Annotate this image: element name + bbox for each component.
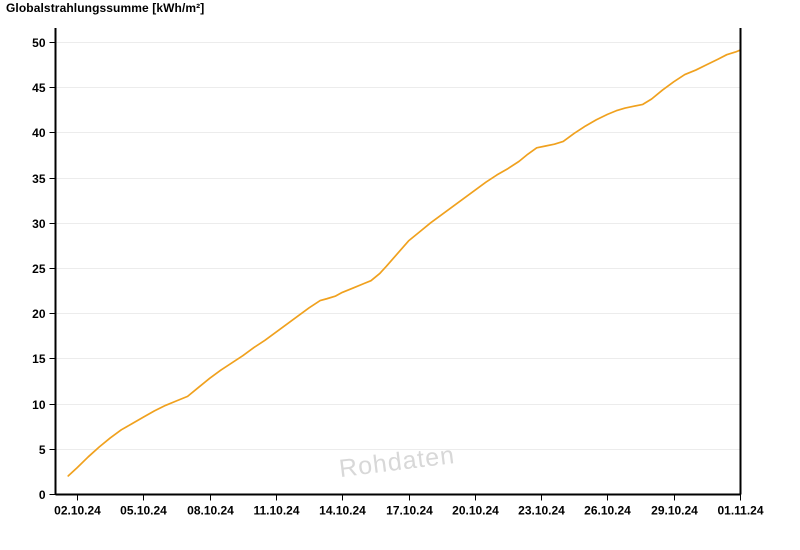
y-tick-label: 25 <box>32 262 46 276</box>
y-tick-label: 35 <box>32 172 46 186</box>
y-tick-label: 50 <box>32 36 46 50</box>
watermark-label: Rohdaten <box>338 441 457 483</box>
y-tick-label: 0 <box>39 488 46 502</box>
y-tick-label: 45 <box>32 81 46 95</box>
y-axis-ticks: 0 5 10 15 20 25 30 35 40 45 50 <box>32 36 56 502</box>
y-tick-label: 5 <box>39 443 46 457</box>
chart-title: Globalstrahlungssumme [kWh/m²] <box>6 1 205 15</box>
x-tick-label: 20.10.24 <box>452 504 499 518</box>
x-tick-label: 08.10.24 <box>187 504 234 518</box>
x-tick-label: 14.10.24 <box>319 504 366 518</box>
y-tick-label: 15 <box>32 352 46 366</box>
y-tick-label: 30 <box>32 217 46 231</box>
x-tick-label: 11.10.24 <box>253 504 299 518</box>
x-tick-label: 23.10.24 <box>518 504 565 518</box>
x-tick-label: 02.10.24 <box>54 504 101 518</box>
data-series <box>67 49 741 477</box>
gridlines <box>55 42 740 495</box>
watermark: Rohdaten <box>338 441 457 483</box>
y-tick-label: 10 <box>32 398 46 412</box>
y-tick-label: 40 <box>32 126 46 140</box>
x-tick-label: 17.10.24 <box>386 504 433 518</box>
x-tick-label: 01.11.24 <box>717 504 763 518</box>
axes <box>54 28 742 496</box>
y-tick-label: 20 <box>32 307 46 321</box>
x-tick-label: 05.10.24 <box>120 504 167 518</box>
x-tick-label: 29.10.24 <box>651 504 698 518</box>
series-line-globalstrahlungssumme <box>67 49 741 477</box>
x-axis-ticks: 02.10.24 05.10.24 08.10.24 11.10.24 14.10.24… <box>54 494 764 518</box>
x-tick-label: 26.10.24 <box>584 504 631 518</box>
